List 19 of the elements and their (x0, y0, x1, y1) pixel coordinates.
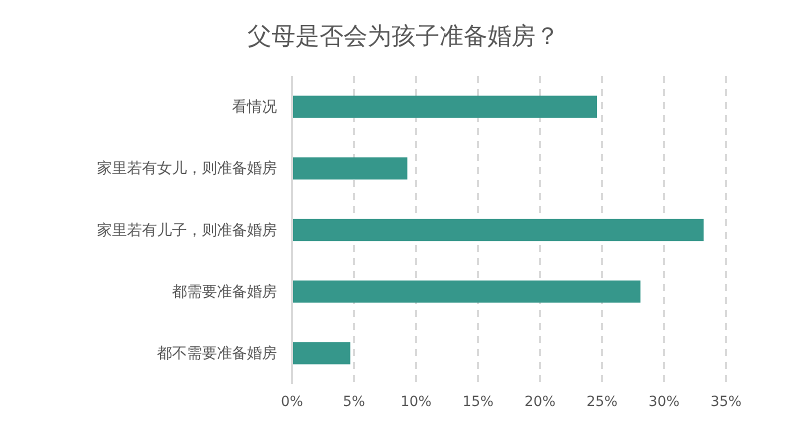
x-tick-label: 5% (342, 394, 366, 410)
y-tick-label: 都不需要准备婚房 (157, 344, 277, 362)
bar (292, 280, 640, 303)
bar (292, 342, 350, 364)
x-tick-label: 30% (648, 394, 680, 410)
x-tick-label: 10% (400, 394, 432, 410)
y-tick-label: 看情况 (232, 98, 277, 116)
y-tick-label: 家里若有儿子，则准备婚房 (97, 220, 277, 239)
y-tick-label: 家里若有女儿，则准备婚房 (97, 159, 277, 178)
chart-title: 父母是否会为孩子准备婚房？ (248, 22, 560, 50)
bar (292, 96, 598, 118)
bar (292, 157, 408, 180)
x-tick-label: 25% (586, 394, 618, 410)
x-tick-label: 20% (524, 394, 556, 410)
x-tick-label: 35% (710, 394, 742, 410)
y-tick-label: 都需要准备婚房 (172, 282, 277, 300)
bar (292, 218, 704, 242)
x-tick-label: 15% (462, 394, 494, 410)
x-tick-label: 0% (280, 394, 304, 410)
